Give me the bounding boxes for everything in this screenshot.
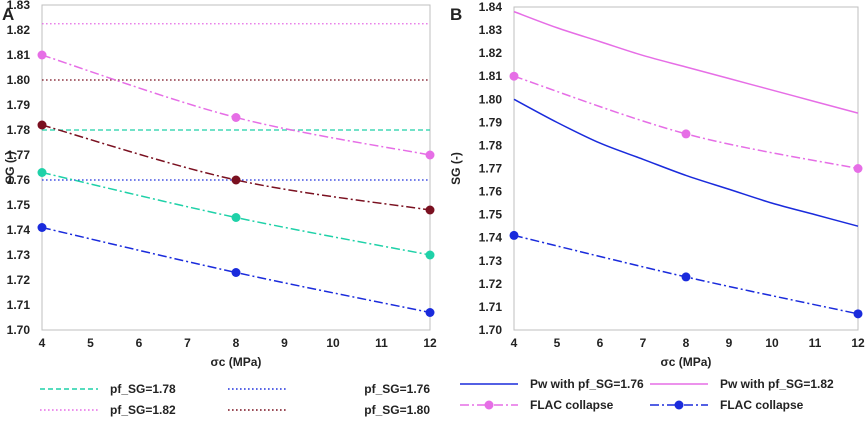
x-tick-label: 9 [726, 336, 733, 350]
data-point [231, 113, 241, 122]
series-line-pw-with-pf-sg-1-82 [513, 10, 859, 114]
x-tick-label: 5 [87, 336, 94, 350]
chart-b: 1.70 1.71 1.72 1.73 1.74 1.75 1.76 1.77 1.78 1.79… [449, 0, 865, 412]
legend-label: FLAC collapse [720, 398, 804, 412]
y-tick-label: 1.84 [479, 0, 503, 14]
y-tick-label: 1.78 [479, 138, 503, 152]
plot-frame [513, 6, 859, 331]
y-axis-label: SG (-) [3, 151, 17, 184]
data-point [681, 129, 691, 139]
y-tick-label: 1.77 [479, 162, 503, 176]
x-tick-label: 8 [233, 336, 240, 350]
y-tick-label: 1.71 [7, 298, 31, 312]
legend-label: pf_SG=1.76 [364, 382, 430, 396]
data-point [853, 309, 863, 319]
legend-marker [674, 400, 684, 410]
x-tick-label: 7 [184, 336, 191, 350]
y-tick-label: 1.75 [479, 208, 503, 222]
series-line-flac-collapse-pf-sg-1-82 [41, 54, 431, 156]
y-tick-label: 1.74 [7, 223, 31, 237]
data-point [853, 164, 863, 173]
x-axis-label: σc (MPa) [211, 355, 262, 369]
y-tick-label: 1.77 [7, 148, 31, 162]
y-tick-label: 1.83 [479, 23, 503, 37]
x-tick-label: 4 [511, 336, 518, 350]
x-tick-label: 6 [597, 336, 604, 350]
legend-label: FLAC collapse [530, 398, 614, 412]
data-point [37, 168, 47, 177]
x-tick-label: 11 [809, 336, 822, 350]
x-tick-label: 12 [423, 336, 437, 350]
legend-marker [484, 400, 494, 410]
plot-frame [41, 4, 431, 331]
legend-label: pf_SG=1.82 [110, 403, 176, 417]
y-tick-label: 1.70 [479, 323, 503, 337]
x-axis-label: σc (MPa) [661, 355, 712, 369]
chart-a: 1.70 1.71 1.72 1.73 1.74 1.75 1.76 1.77 1.78 1.79… [3, 0, 437, 417]
y-tick-label: 1.78 [7, 123, 31, 137]
data-point [231, 268, 241, 277]
y-tick-label: 1.73 [479, 254, 503, 268]
x-tick-label: 7 [640, 336, 647, 350]
y-tick-label: 1.80 [7, 73, 31, 87]
x-tick-label: 5 [554, 336, 561, 350]
y-tick-label: 1.73 [7, 248, 31, 262]
y-tick-label: 1.71 [479, 300, 503, 314]
x-tick-label: 12 [851, 336, 865, 350]
series-line-flac-collapse [513, 75, 859, 170]
y-tick-label: 1.76 [7, 173, 31, 187]
y-tick-label: 1.72 [7, 273, 31, 287]
y-tick-label: 1.75 [7, 198, 31, 212]
data-point [509, 230, 519, 240]
legend-label: pf_SG=1.80 [364, 403, 430, 417]
y-tick-label: 1.79 [479, 115, 503, 129]
data-point [425, 308, 435, 317]
data-point [37, 223, 47, 232]
panel-b-label: B [450, 5, 462, 24]
x-tick-label: 10 [765, 336, 779, 350]
series-line-flac-collapse-pf-sg-1-80 [41, 124, 431, 211]
data-point [37, 50, 47, 60]
x-tick-label: 10 [326, 336, 340, 350]
legend-label: pf_SG=1.78 [110, 382, 176, 396]
y-tick-label: 1.70 [7, 323, 31, 337]
data-point [231, 175, 241, 185]
y-tick-label: 1.81 [7, 48, 31, 62]
y-axis-label: SG (-) [449, 152, 463, 185]
data-point [231, 213, 241, 222]
x-tick-label: 8 [683, 336, 690, 350]
y-tick-label: 1.74 [479, 231, 503, 245]
panel-a-label: A [2, 5, 14, 24]
x-tick-label: 11 [375, 336, 388, 350]
x-tick-label: 6 [136, 336, 143, 350]
data-point [37, 120, 47, 130]
y-tick-label: 1.76 [479, 185, 503, 199]
legend-label: Pw with pf_SG=1.82 [720, 377, 834, 391]
data-point [425, 250, 435, 260]
y-tick-label: 1.80 [479, 92, 503, 106]
y-tick-label: 1.72 [479, 277, 503, 291]
data-point [425, 205, 435, 215]
x-tick-label: 4 [39, 336, 46, 350]
legend-label: Pw with pf_SG=1.76 [530, 377, 644, 391]
series-line-pw-with-pf-sg-1-76 [513, 98, 859, 227]
x-tick-label: 9 [281, 336, 288, 350]
y-tick-label: 1.82 [479, 46, 503, 60]
y-tick-label: 1.82 [7, 23, 31, 37]
y-tick-label: 1.81 [479, 69, 503, 83]
y-tick-label: 1.83 [7, 0, 31, 12]
data-point [509, 71, 519, 81]
data-point [425, 150, 435, 160]
y-tick-label: 1.79 [7, 98, 31, 112]
data-point [681, 272, 691, 282]
